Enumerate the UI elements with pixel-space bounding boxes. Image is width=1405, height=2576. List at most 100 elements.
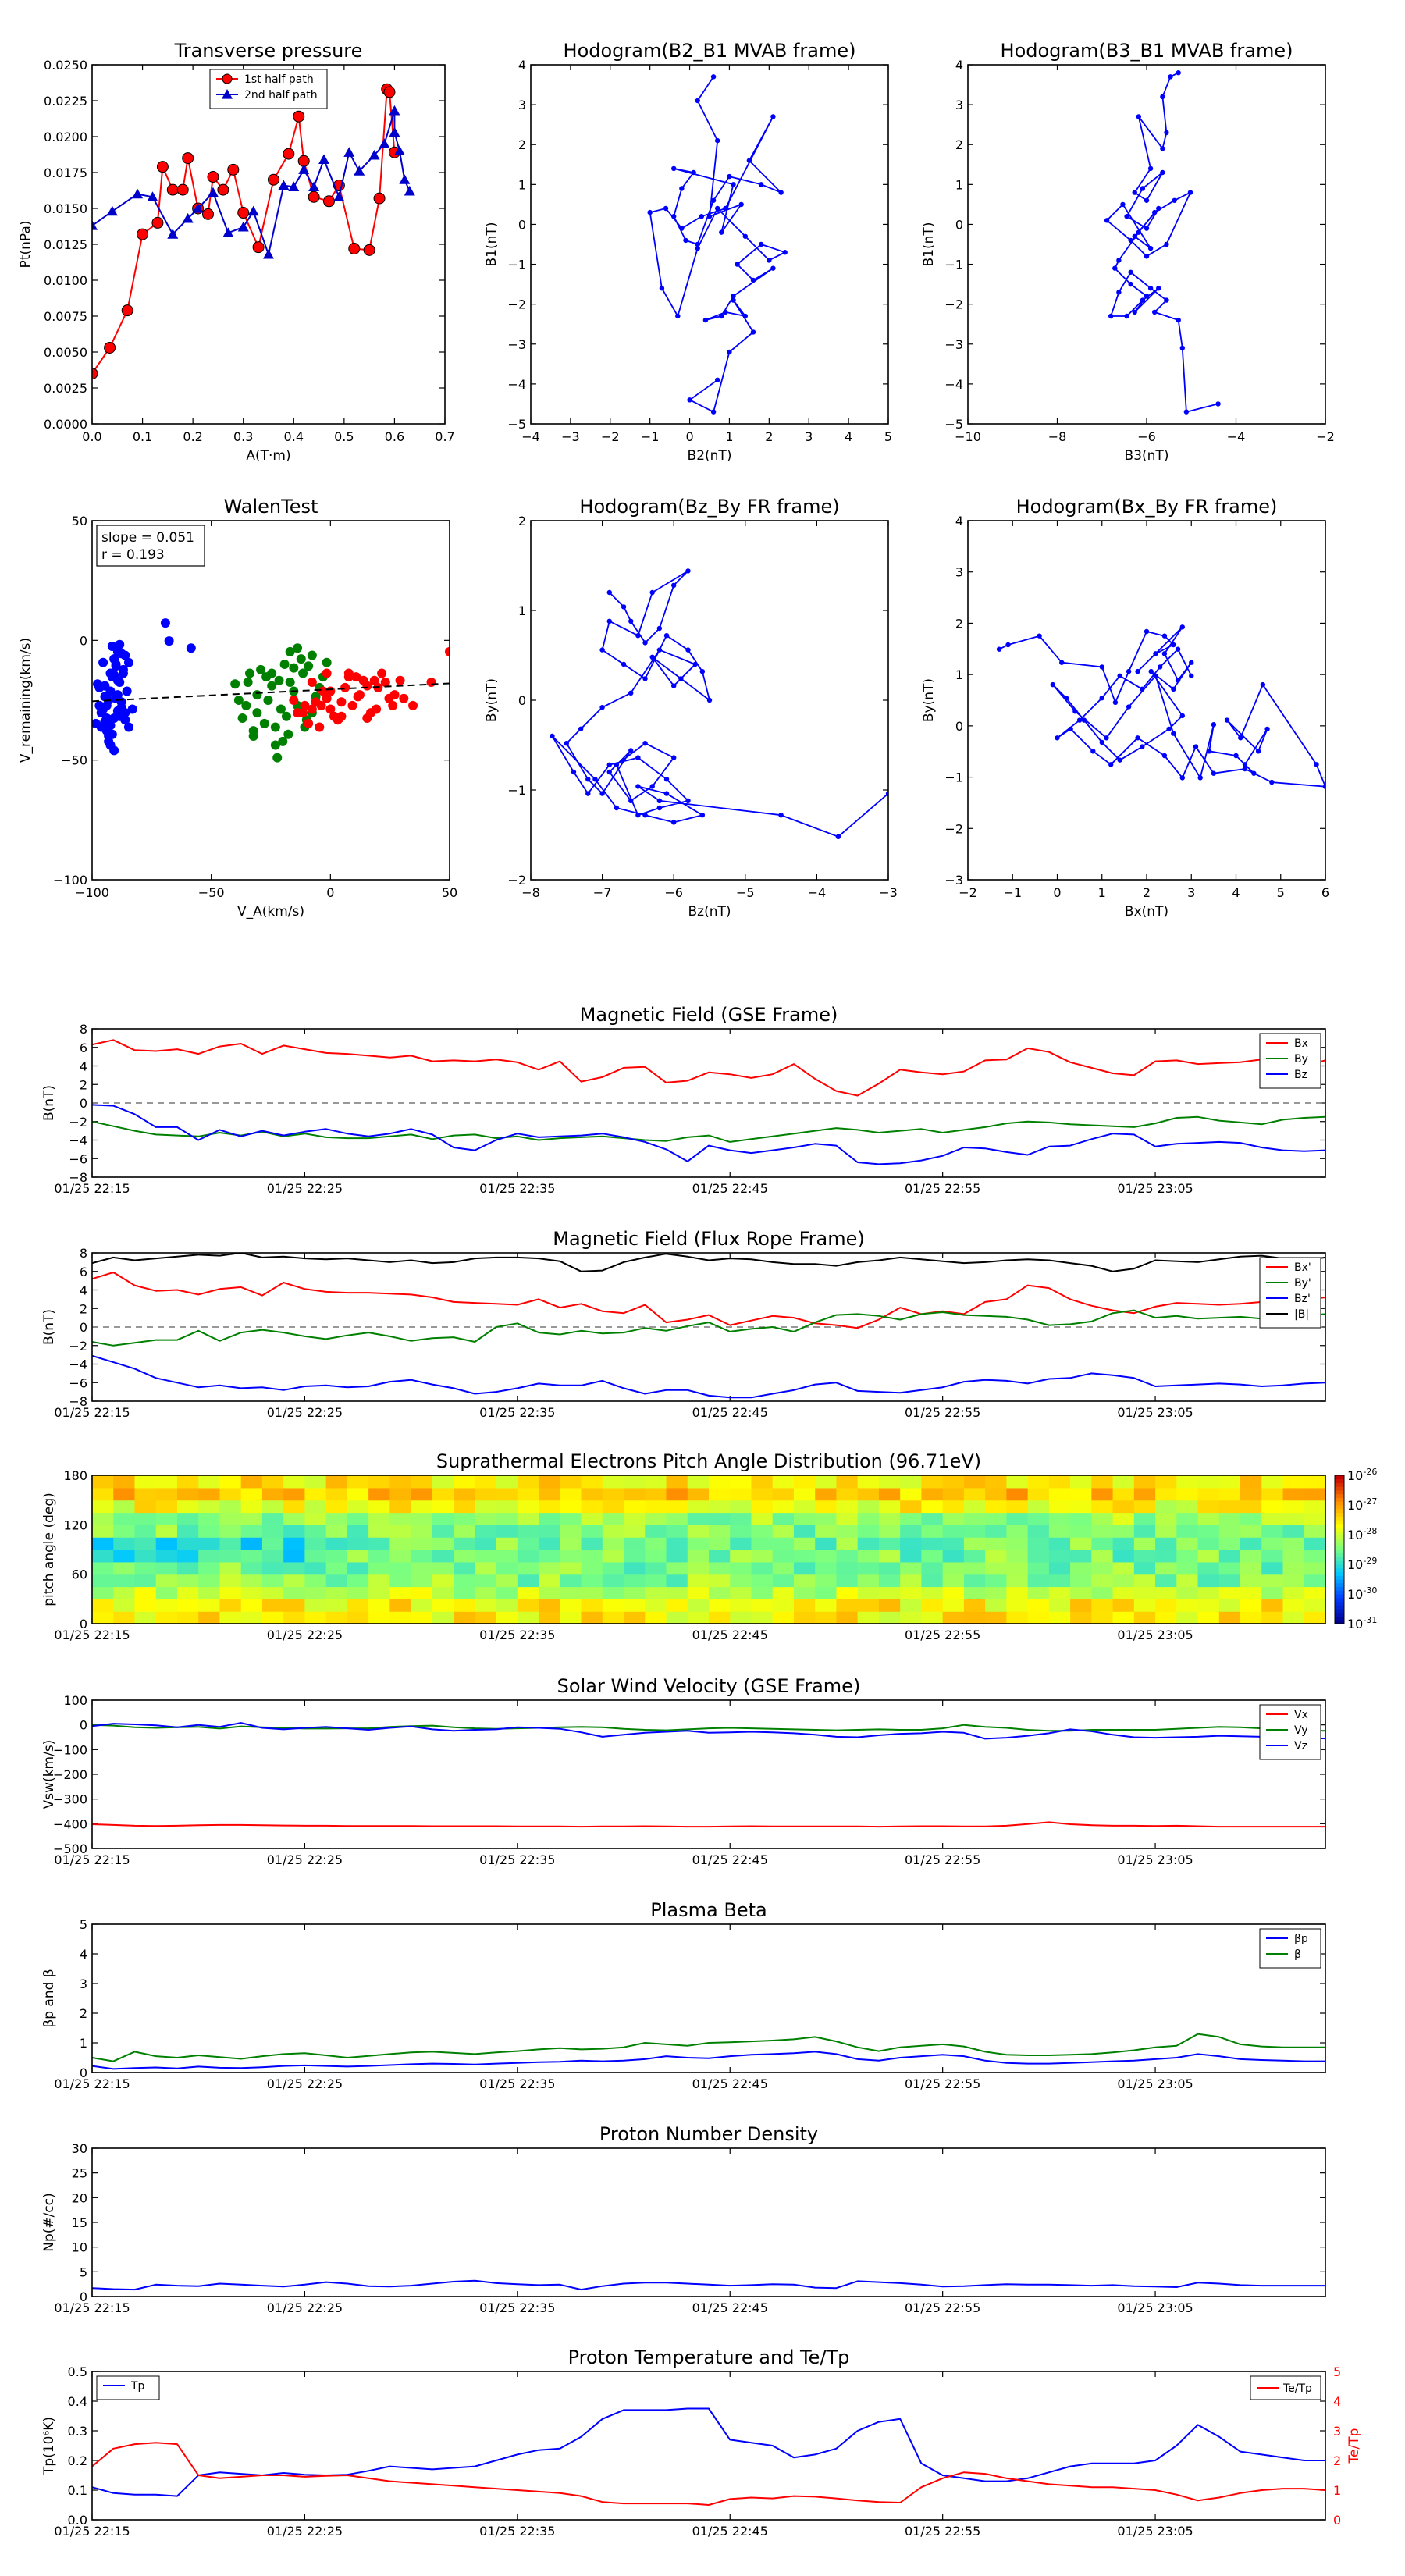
data-point (585, 777, 591, 782)
data-point (127, 704, 137, 714)
heatmap-cell (368, 1500, 390, 1514)
heatmap-cell (793, 1599, 816, 1612)
heatmap-cell (389, 1550, 412, 1563)
x-tick-label: 5 (884, 429, 892, 444)
heatmap-cell (517, 1487, 539, 1501)
heatmap-cell (751, 1487, 774, 1501)
heatmap-cell (1240, 1500, 1262, 1514)
data-point (702, 317, 709, 323)
y-tick-label: 4 (955, 58, 963, 73)
heatmap-cell (645, 1525, 667, 1538)
y-tick-label: 0.2 (68, 2453, 87, 2468)
heatmap-cell (155, 1525, 178, 1538)
data-point (388, 700, 398, 710)
heatmap-cell (1261, 1500, 1284, 1514)
data-point (750, 329, 756, 335)
y-tick-label: 0 (80, 2290, 87, 2304)
heatmap-cell (1070, 1500, 1092, 1514)
y-tick-label: 2 (518, 137, 526, 152)
heatmap-cell (155, 1599, 178, 1612)
x-tick-label: 01/25 22:15 (54, 2524, 130, 2539)
data-point (1153, 673, 1158, 678)
x-tick-label: 01/25 23:05 (1117, 1852, 1193, 1867)
y-tick-label: 1 (80, 2036, 87, 2051)
y-tick-label: 25 (72, 2166, 87, 2181)
y-tick-label: 0 (80, 1617, 87, 1631)
data-point (311, 697, 321, 707)
hodogram-path (1106, 72, 1218, 413)
heatmap-cell (900, 1611, 923, 1624)
heatmap-cell (432, 1550, 454, 1563)
heatmap-cell (560, 1611, 582, 1624)
heatmap-cell (92, 1561, 114, 1575)
heatmap-cell (261, 1550, 284, 1563)
heatmap-cell (134, 1561, 157, 1575)
heatmap-cell (176, 1525, 199, 1538)
data-point (263, 696, 273, 705)
data-point (1238, 735, 1243, 741)
colorbar-exponent: -26 (1363, 1467, 1377, 1477)
heatmap-cell (1218, 1500, 1241, 1514)
heatmap-cell (347, 1586, 369, 1599)
data-point (389, 105, 400, 116)
data-point (699, 669, 706, 674)
heatmap-cell (368, 1525, 390, 1538)
heatmap-cell (1218, 1611, 1241, 1624)
h31-plot-area (1104, 70, 1221, 415)
heatmap-cell (176, 1599, 199, 1612)
data-point (132, 188, 144, 199)
data-point (308, 190, 320, 203)
heatmap-cell (219, 1561, 242, 1575)
heatmap-cell (517, 1525, 539, 1538)
data-point (340, 682, 350, 692)
heatmap-cell (1048, 1500, 1071, 1514)
x-tick-label: −2 (1316, 429, 1335, 444)
heatmap-cell (1218, 1574, 1241, 1588)
heatmap-cell (1027, 1487, 1050, 1501)
heatmap-cell (1155, 1599, 1177, 1612)
heatmap-cell (815, 1475, 838, 1489)
data-point (377, 668, 387, 678)
heatmap-cell (793, 1537, 816, 1550)
heatmap-cell (1048, 1525, 1071, 1538)
heatmap-cell (963, 1574, 986, 1588)
heatmap-cell (1197, 1574, 1220, 1588)
heatmap-cell (1304, 1475, 1325, 1489)
heatmap-cell (1048, 1512, 1071, 1525)
heatmap-cell (1240, 1537, 1262, 1550)
x-tick-label: 2 (765, 429, 773, 444)
heatmap-cell (1112, 1475, 1135, 1489)
heatmap-cell (347, 1561, 369, 1575)
data-point (656, 625, 663, 632)
data-point (1183, 409, 1190, 415)
heatmap-cell (772, 1561, 795, 1575)
legend-marker (222, 73, 233, 84)
heatmap-cell (1261, 1537, 1284, 1550)
data-point (642, 813, 648, 818)
heatmap-cell (432, 1475, 454, 1489)
data-point (695, 98, 700, 104)
data-point (373, 192, 386, 205)
heatmap-cell (176, 1487, 199, 1501)
heatmap-cell (645, 1611, 667, 1624)
heatmap-cell (261, 1586, 284, 1599)
series-line (92, 1724, 1325, 1732)
heatmap-cell (432, 1599, 454, 1612)
pad-frame (91, 1475, 1326, 1624)
heatmap-cell (560, 1500, 582, 1514)
data-point (244, 668, 254, 678)
colorbar-step (1335, 1538, 1344, 1542)
heatmap-cell (581, 1574, 603, 1588)
heatmap-cell (304, 1611, 327, 1624)
x-tick-label: 01/25 22:35 (479, 1628, 555, 1642)
data-point (1128, 281, 1133, 287)
y-tick-label: −400 (53, 1816, 87, 1831)
heatmap-cell (709, 1586, 731, 1599)
data-point (92, 220, 98, 230)
heatmap-cell (836, 1599, 859, 1612)
data-point (599, 705, 605, 710)
data-point (1171, 686, 1176, 692)
heatmap-cell (389, 1525, 412, 1538)
heatmap-cell (1133, 1574, 1156, 1588)
